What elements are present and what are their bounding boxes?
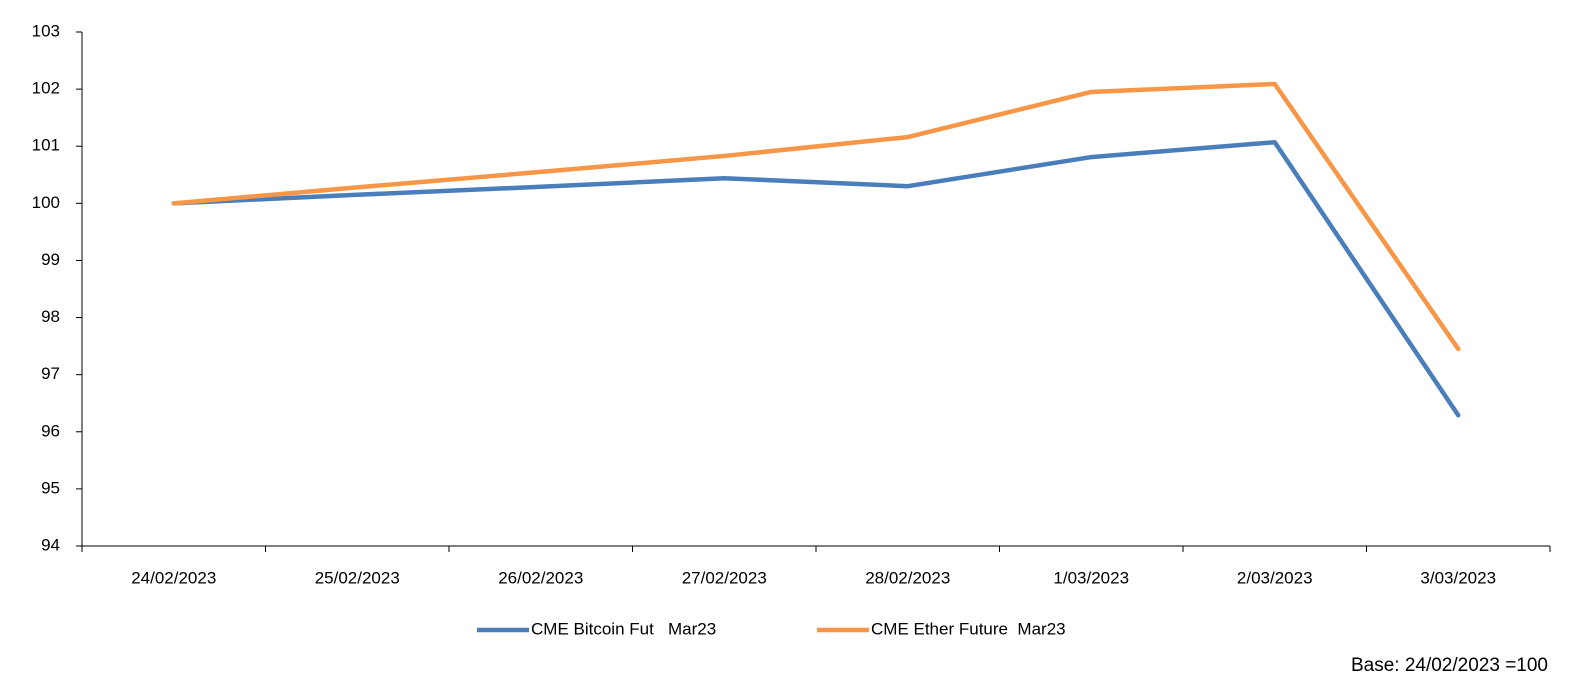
y-tick-label: 99 — [41, 250, 60, 269]
x-tick-label: 28/02/2023 — [865, 568, 950, 587]
y-tick-label: 101 — [32, 136, 60, 155]
x-tick-label: 24/02/2023 — [131, 568, 216, 587]
y-tick-label: 94 — [41, 535, 60, 554]
line-series — [171, 139, 1461, 418]
y-tick-label: 97 — [41, 364, 60, 383]
x-tick-label: 25/02/2023 — [315, 568, 400, 587]
x-tick-label: 26/02/2023 — [498, 568, 583, 587]
legend-label: CME Ether Future Mar23 — [871, 619, 1066, 638]
x-tick-label: 2/03/2023 — [1237, 568, 1313, 587]
y-tick-label: 96 — [41, 421, 60, 440]
legend-label: CME Bitcoin Fut Mar23 — [531, 619, 716, 638]
x-tick-label: 3/03/2023 — [1420, 568, 1496, 587]
y-tick-label: 102 — [32, 79, 60, 98]
x-tick-label: 1/03/2023 — [1053, 568, 1129, 587]
y-tick-label: 100 — [32, 193, 60, 212]
y-tick-label: 103 — [32, 21, 60, 40]
y-tick-label: 98 — [41, 307, 60, 326]
line-series — [171, 81, 1461, 352]
x-tick-label: 27/02/2023 — [682, 568, 767, 587]
y-tick-label: 95 — [41, 478, 60, 497]
base-note: Base: 24/02/2023 =100 — [1351, 655, 1548, 674]
